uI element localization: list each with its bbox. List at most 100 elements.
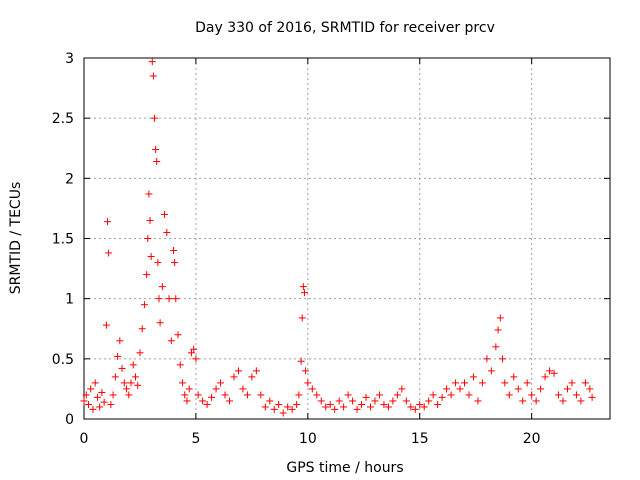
data-point: [279, 409, 287, 417]
data-point: [123, 385, 131, 393]
data-point: [131, 373, 139, 381]
data-point: [411, 405, 419, 413]
data-point: [120, 379, 128, 387]
data-point: [550, 369, 558, 377]
data-point: [302, 367, 310, 375]
data-point: [147, 253, 155, 261]
data-point: [163, 228, 171, 236]
data-point: [299, 283, 307, 291]
data-point: [478, 379, 486, 387]
data-point: [362, 393, 370, 401]
data-point: [138, 325, 146, 333]
data-point: [510, 373, 518, 381]
data-point: [537, 385, 545, 393]
grid-lines: [84, 58, 610, 419]
data-point: [104, 218, 112, 226]
data-point: [300, 289, 308, 297]
data-point: [84, 401, 92, 409]
data-point: [93, 393, 101, 401]
data-point: [270, 405, 278, 413]
y-tick-label: 1.5: [52, 232, 74, 248]
data-point: [143, 271, 151, 279]
data-point: [152, 145, 160, 153]
data-point: [187, 349, 195, 357]
data-point: [563, 385, 571, 393]
data-point: [144, 235, 152, 242]
data-point: [581, 379, 589, 387]
tick-labels: 0 0.5 1 1.5 2 2.5 3 0 5 10 15 20: [52, 51, 541, 447]
data-point: [185, 385, 193, 393]
data-point: [572, 391, 580, 399]
data-point: [107, 401, 115, 409]
data-point: [234, 367, 242, 375]
data-point: [358, 401, 366, 409]
data-point: [304, 379, 312, 387]
data-point: [532, 397, 540, 405]
data-point: [82, 391, 90, 399]
data-point: [158, 283, 166, 291]
data-point: [96, 403, 104, 411]
data-point: [528, 391, 536, 399]
data-point: [353, 405, 361, 413]
data-point: [217, 379, 225, 387]
y-tick-label: 3: [65, 51, 74, 67]
data-point: [257, 391, 265, 399]
data-point: [452, 379, 460, 387]
data-point: [501, 379, 509, 387]
data-point: [546, 367, 554, 375]
data-point: [151, 114, 159, 122]
x-tick-label: 20: [523, 431, 541, 447]
data-point: [89, 405, 97, 413]
data-point: [407, 403, 415, 411]
x-tick-label: 10: [299, 431, 317, 447]
data-point: [149, 72, 157, 80]
data-point: [125, 391, 133, 399]
data-point: [111, 373, 119, 381]
data-point: [116, 337, 124, 345]
data-point: [266, 397, 274, 405]
data-point: [349, 397, 357, 405]
data-point: [181, 391, 189, 399]
data-point: [523, 379, 531, 387]
data-point: [519, 397, 527, 405]
data-point: [208, 393, 216, 401]
data-point: [172, 295, 180, 303]
data-point: [98, 389, 106, 397]
data-point: [555, 391, 563, 399]
data-point: [297, 357, 305, 365]
data-point: [212, 385, 220, 393]
data-point: [456, 385, 464, 393]
data-point: [167, 337, 175, 345]
data-point: [487, 367, 495, 375]
data-point: [102, 321, 110, 329]
x-axis-label: GPS time / hours: [286, 460, 403, 476]
data-point: [192, 355, 200, 363]
y-tick-label: 0: [65, 412, 74, 428]
data-point: [494, 326, 502, 334]
x-tick-label: 15: [411, 431, 429, 447]
data-point: [514, 385, 522, 393]
data-point: [225, 397, 233, 405]
data-point: [384, 403, 392, 411]
chart-title: Day 330 of 2016, SRMTID for receiver prc…: [195, 20, 495, 36]
x-tick-label: 5: [191, 431, 200, 447]
data-point: [393, 391, 401, 399]
data-point: [434, 401, 442, 409]
axes: [83, 57, 611, 420]
data-point: [221, 391, 229, 399]
data-point: [474, 397, 482, 405]
data-point: [146, 216, 154, 224]
data-point: [140, 301, 148, 309]
data-point: [203, 401, 211, 409]
y-axis-label: SRMTID / TECUs: [8, 182, 24, 295]
data-point: [165, 295, 173, 303]
data-point: [239, 385, 247, 393]
data-point: [145, 190, 153, 198]
data-point: [284, 403, 292, 411]
y-tick-label: 0.5: [52, 352, 74, 368]
data-point: [109, 391, 117, 399]
plot-border: [83, 57, 611, 420]
data-point: [178, 379, 186, 387]
data-point: [416, 401, 424, 409]
